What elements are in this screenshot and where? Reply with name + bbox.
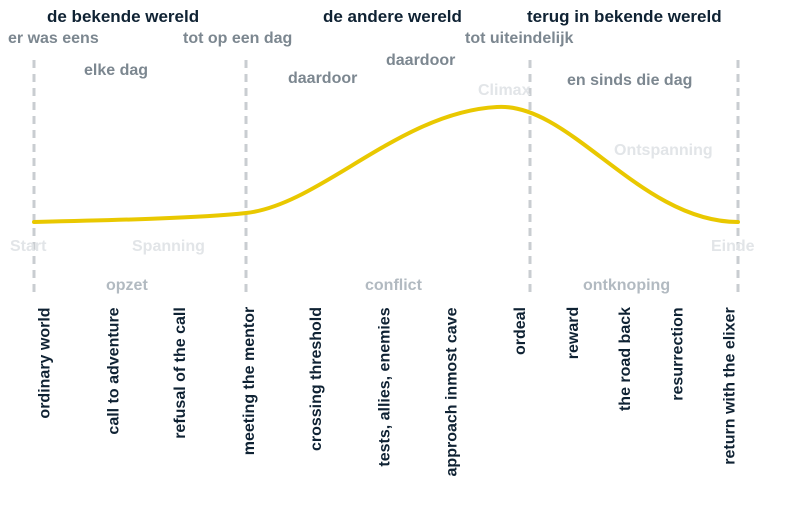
act-resolution: ontknoping: [583, 277, 671, 294]
phrase-since-that-day: en sinds die dag: [567, 72, 693, 89]
phase-tension: Spanning: [132, 238, 205, 255]
phrase-until-finally: tot uiteindelijk: [465, 30, 574, 47]
step-label: resurrection: [669, 306, 687, 401]
step-label: refusal of the call: [171, 307, 189, 439]
phrase-until-one-day: tot op een dag: [183, 30, 293, 47]
step-label: the road back: [617, 306, 635, 412]
phrase-because-1: daardoor: [288, 70, 358, 87]
heading-other-world: de andere wereld: [323, 7, 462, 26]
phase-end: Einde: [711, 238, 755, 255]
step-label: meeting the mentor: [241, 306, 259, 456]
heading-return-world: terug in bekende wereld: [527, 7, 722, 26]
phase-climax: Climax: [478, 82, 531, 99]
act-setup: opzet: [106, 277, 148, 294]
step-label: reward: [565, 306, 583, 360]
act-conflict: conflict: [365, 277, 422, 294]
heading-known-world: de bekende wereld: [47, 7, 200, 26]
phrase-every-day: elke dag: [84, 62, 149, 79]
phrase-because-2: daardoor: [386, 52, 456, 69]
step-label: ordeal: [512, 306, 530, 356]
phrase-once-upon: er was eens: [8, 30, 99, 47]
step-label: ordinary world: [36, 306, 54, 419]
step-label: crossing threshold: [308, 306, 326, 452]
step-label: tests, allies, enemies: [376, 306, 394, 467]
story-arc-curve: [32, 104, 740, 224]
phase-relaxation: Ontspanning: [614, 142, 713, 159]
phase-start: Start: [10, 238, 47, 255]
step-label: approach inmost cave: [442, 307, 460, 476]
step-label: call to adventure: [105, 306, 123, 435]
step-label: return with the elixer: [721, 306, 739, 465]
